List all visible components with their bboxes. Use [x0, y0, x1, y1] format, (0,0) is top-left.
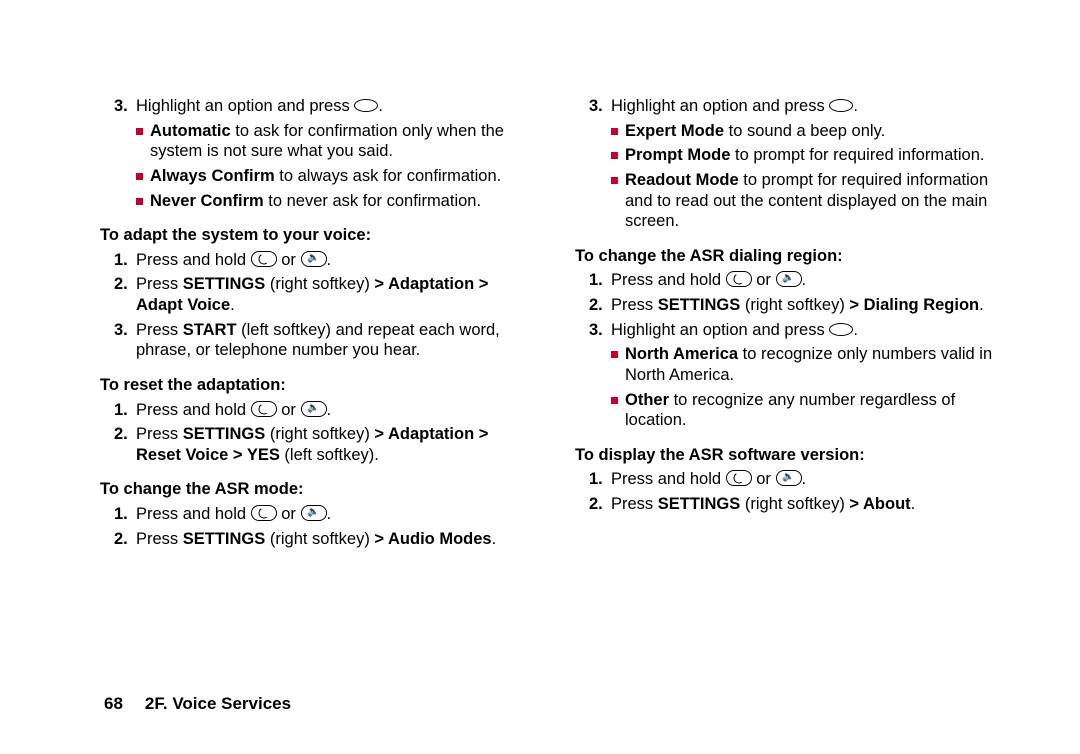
step-2: 2. Press SETTINGS (right softkey) > Adap… [114, 274, 535, 315]
step-number: 2. [589, 295, 611, 316]
call-key-icon [726, 271, 752, 287]
bullet-icon [611, 177, 618, 184]
bullet-icon [136, 198, 143, 205]
ok-key-icon [829, 323, 853, 336]
step-3: 3. Highlight an option and press . [589, 320, 1010, 341]
page-number: 68 [104, 694, 123, 713]
bullet-icon [611, 351, 618, 358]
step-number: 1. [114, 504, 136, 525]
step-number: 3. [114, 96, 136, 117]
step-number: 1. [114, 250, 136, 271]
step-text: Press and hold or . [136, 504, 535, 525]
step-text: Press and hold or . [136, 250, 535, 271]
step-number: 1. [589, 270, 611, 291]
bullet-item: Other to recognize any number regardless… [611, 390, 1010, 431]
step-1: 1. Press and hold or . [114, 504, 535, 525]
step-number: 2. [114, 424, 136, 445]
step-text: Highlight an option and press . [611, 96, 1010, 117]
step-2: 2. Press SETTINGS (right softkey) > Dial… [589, 295, 1010, 316]
step-text: Press and hold or . [611, 469, 1010, 490]
manual-page: 3. Highlight an option and press . Autom… [0, 0, 1080, 754]
call-key-icon [251, 401, 277, 417]
step-3b: 3. Press START (left softkey) and repeat… [114, 320, 535, 361]
speaker-key-icon [301, 251, 327, 267]
step-text: Highlight an option and press . [136, 96, 535, 117]
bullet-item: Always Confirm to always ask for confirm… [136, 166, 535, 187]
step-1: 1. Press and hold or . [589, 270, 1010, 291]
ok-key-icon [829, 99, 853, 112]
step-text: Highlight an option and press . [611, 320, 1010, 341]
speaker-key-icon [776, 470, 802, 486]
step-text: Press SETTINGS (right softkey) > Adaptat… [136, 424, 535, 465]
speaker-key-icon [301, 505, 327, 521]
step-text: Press SETTINGS (right softkey) > About. [611, 494, 1010, 515]
step-number: 2. [114, 529, 136, 550]
step-number: 3. [114, 320, 136, 341]
step-3: 3. Highlight an option and press . [114, 96, 535, 117]
step-2: 2. Press SETTINGS (right softkey) > Adap… [114, 424, 535, 465]
step-number: 3. [589, 320, 611, 341]
step-1: 1. Press and hold or . [589, 469, 1010, 490]
section-heading: To change the ASR dialing region: [575, 246, 1010, 267]
speaker-key-icon [301, 401, 327, 417]
step-text: Press SETTINGS (right softkey) > Adaptat… [136, 274, 535, 315]
bullet-item: Never Confirm to never ask for confirmat… [136, 191, 535, 212]
bullet-item: North America to recognize only numbers … [611, 344, 1010, 385]
step-2: 2. Press SETTINGS (right softkey) > Audi… [114, 529, 535, 550]
section-heading: To display the ASR software version: [575, 445, 1010, 466]
step-number: 2. [114, 274, 136, 295]
step-2: 2. Press SETTINGS (right softkey) > Abou… [589, 494, 1010, 515]
bullet-item: Expert Mode to sound a beep only. [611, 121, 1010, 142]
page-footer: 68 2F. Voice Services [104, 694, 291, 714]
step-number: 3. [589, 96, 611, 117]
call-key-icon [251, 251, 277, 267]
call-key-icon [251, 505, 277, 521]
bullet-icon [611, 152, 618, 159]
left-column: 3. Highlight an option and press . Autom… [100, 96, 535, 666]
bullet-icon [611, 128, 618, 135]
step-text: Press and hold or . [136, 400, 535, 421]
speaker-key-icon [776, 271, 802, 287]
step-number: 1. [114, 400, 136, 421]
step-text: Press START (left softkey) and repeat ea… [136, 320, 535, 361]
chapter-title: 2F. Voice Services [145, 694, 291, 713]
step-text: Press SETTINGS (right softkey) > Audio M… [136, 529, 535, 550]
section-heading: To adapt the system to your voice: [100, 225, 535, 246]
bullet-item: Readout Mode to prompt for required info… [611, 170, 1010, 232]
bullet-item: Automatic to ask for confirmation only w… [136, 121, 535, 162]
section-heading: To change the ASR mode: [100, 479, 535, 500]
two-column-layout: 3. Highlight an option and press . Autom… [100, 96, 1010, 666]
step-1: 1. Press and hold or . [114, 400, 535, 421]
step-1: 1. Press and hold or . [114, 250, 535, 271]
step-text: Press SETTINGS (right softkey) > Dialing… [611, 295, 1010, 316]
right-column: 3. Highlight an option and press . Exper… [575, 96, 1010, 666]
bullet-item: Prompt Mode to prompt for required infor… [611, 145, 1010, 166]
call-key-icon [726, 470, 752, 486]
step-number: 2. [589, 494, 611, 515]
section-heading: To reset the adaptation: [100, 375, 535, 396]
ok-key-icon [354, 99, 378, 112]
step-text: Press and hold or . [611, 270, 1010, 291]
step-number: 1. [589, 469, 611, 490]
bullet-icon [136, 173, 143, 180]
bullet-icon [136, 128, 143, 135]
step-3: 3. Highlight an option and press . [589, 96, 1010, 117]
bullet-icon [611, 397, 618, 404]
